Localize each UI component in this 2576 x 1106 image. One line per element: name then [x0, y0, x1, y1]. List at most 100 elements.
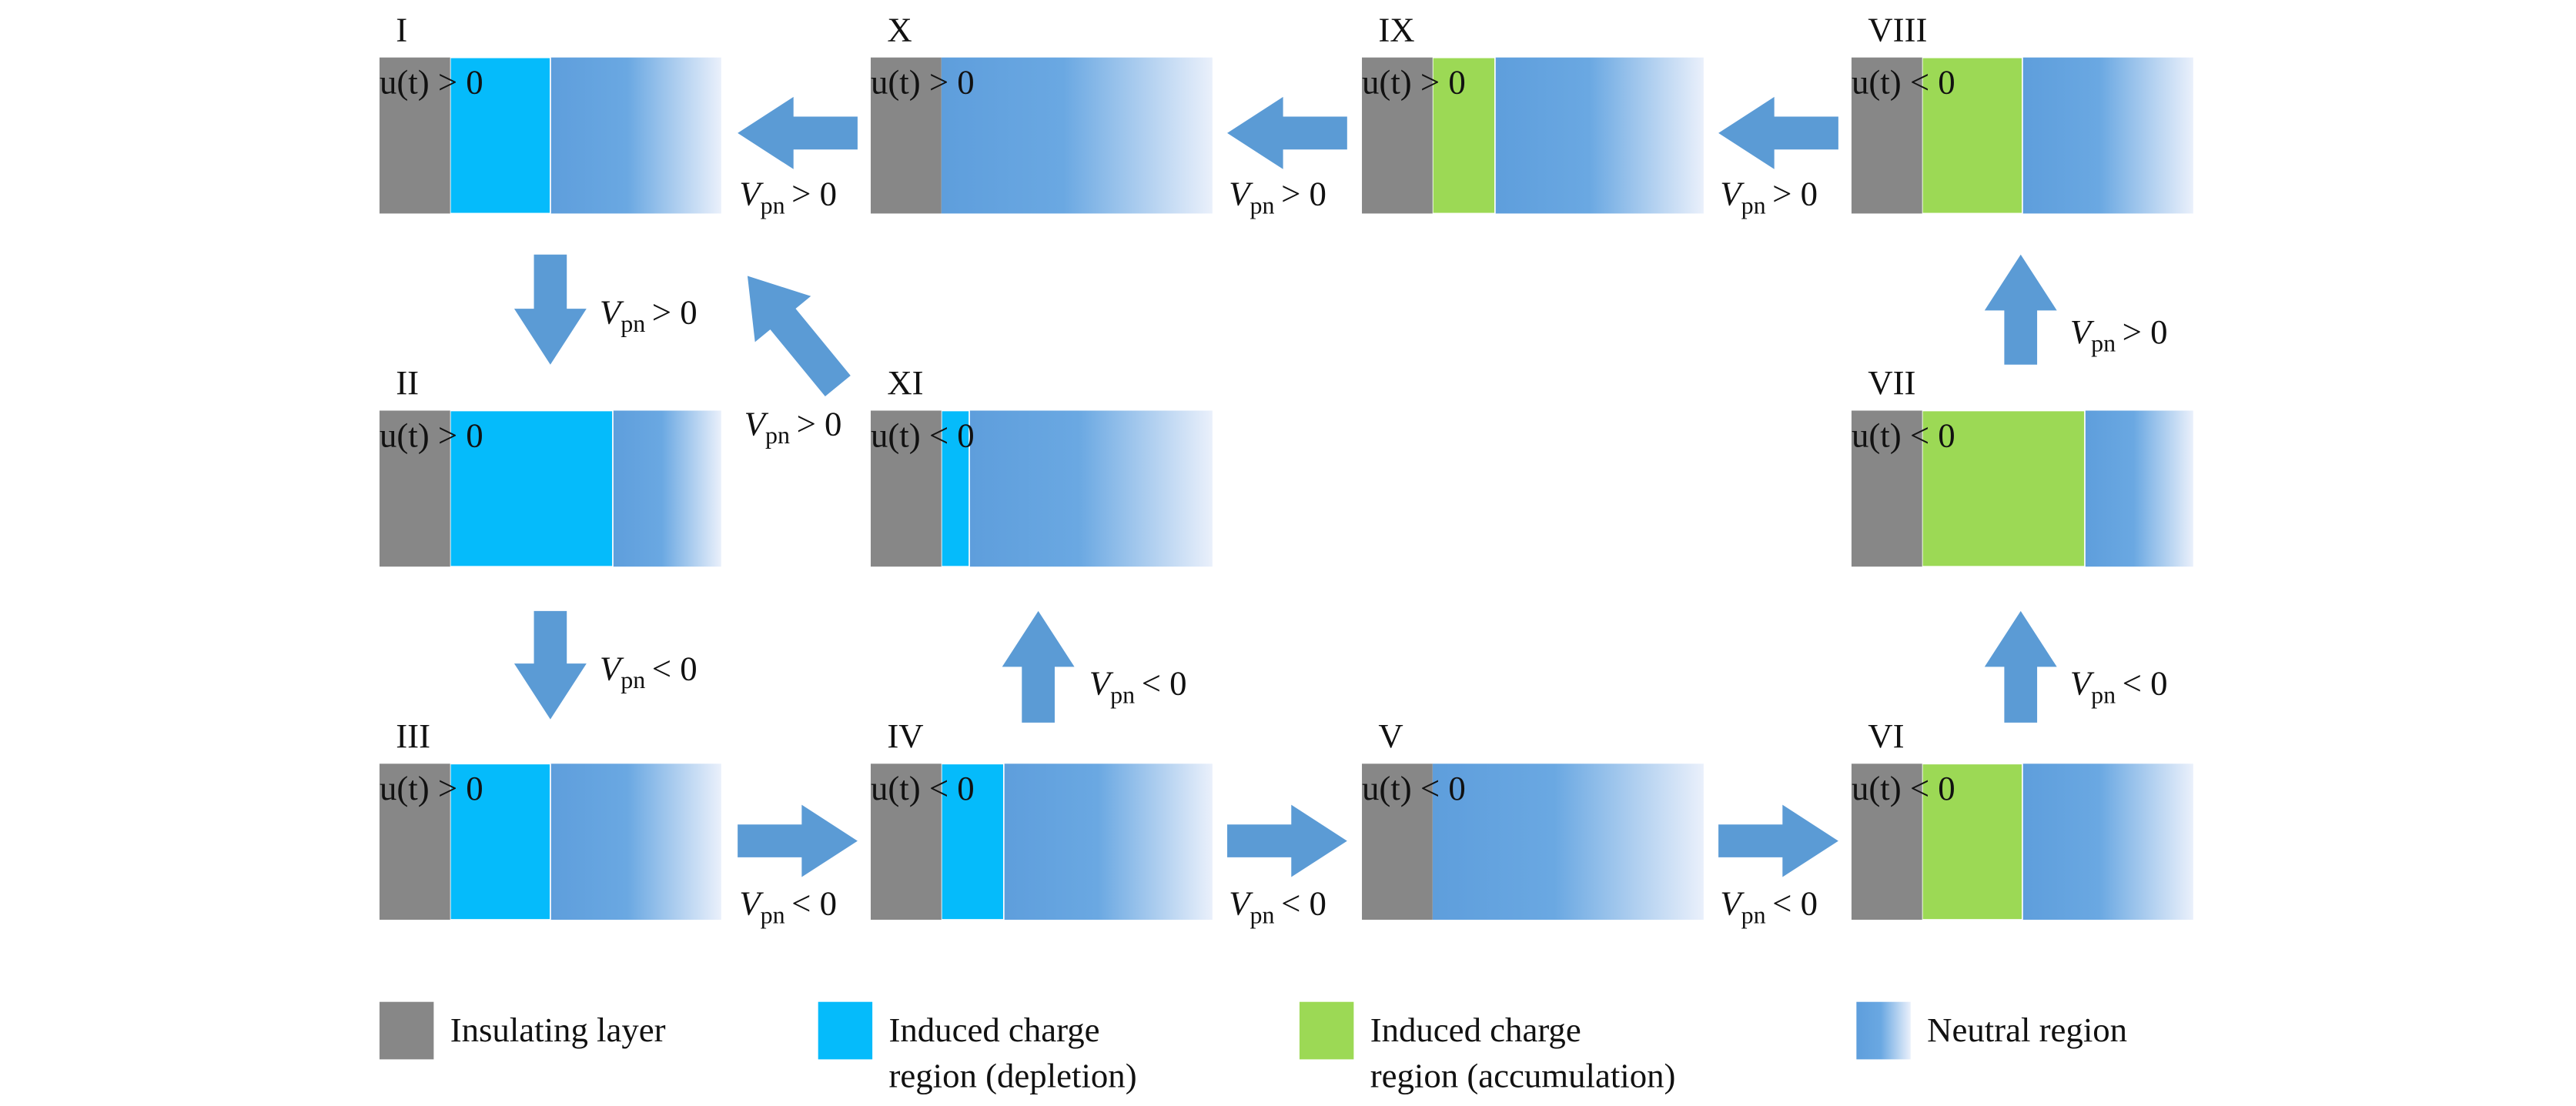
charge-region — [1921, 763, 2023, 921]
panel-label: I — [396, 10, 407, 48]
condition-label: u(t) < 0 — [1852, 416, 1955, 454]
legend-swatch — [818, 1001, 873, 1060]
panel-label: V — [1378, 717, 1403, 755]
charge-region — [449, 56, 551, 215]
panel-label: VIII — [1868, 10, 1927, 48]
condition-label: u(t) > 0 — [380, 769, 483, 807]
subscript: pn — [621, 666, 645, 693]
subscript: pn — [765, 421, 790, 449]
transition-arrow — [747, 276, 851, 397]
condition-label: u(t) > 0 — [1362, 63, 1466, 102]
insulating-layer — [870, 764, 942, 921]
transition-arrow — [1718, 96, 1838, 169]
relation: > 0 — [2123, 312, 2168, 351]
symbol: V — [1089, 664, 1114, 703]
insulating-layer — [870, 410, 942, 567]
insulating-layer — [1851, 410, 1922, 567]
voltage-label: Vpn < 0 — [2070, 664, 2168, 709]
charge-region — [1921, 409, 2086, 568]
voltage-label: Vpn > 0 — [1229, 175, 1326, 219]
relation: > 0 — [1772, 175, 1818, 213]
subscript: pn — [1250, 191, 1275, 219]
condition-label: u(t) > 0 — [871, 63, 975, 102]
condition-label: u(t) < 0 — [1852, 63, 1955, 102]
neutral-region — [2084, 410, 2193, 567]
neutral-region — [550, 764, 721, 921]
insulating-layer — [1851, 57, 1922, 214]
charge-region — [940, 763, 1005, 921]
charge-region — [1431, 56, 1496, 215]
panel-label: III — [396, 717, 430, 755]
relation: < 0 — [1772, 884, 1818, 923]
panel-label: XI — [887, 363, 923, 402]
transition-arrow — [514, 254, 587, 365]
relation: > 0 — [797, 404, 842, 443]
legend-swatch — [1856, 1001, 1911, 1060]
legend-text: Neutral region — [1927, 1011, 2127, 1049]
subscript: pn — [761, 901, 785, 928]
panel-label: II — [396, 363, 419, 402]
panel-label: VI — [1868, 717, 1904, 755]
panel-label: VII — [1868, 363, 1915, 402]
relation: > 0 — [791, 175, 837, 213]
symbol: V — [1720, 884, 1745, 923]
insulating-layer — [1851, 764, 1922, 921]
transition-arrow — [738, 804, 858, 877]
legend-swatch — [1299, 1001, 1354, 1060]
voltage-label: Vpn < 0 — [1229, 884, 1326, 929]
legend-swatch — [379, 1001, 434, 1060]
subscript: pn — [2091, 680, 2116, 708]
symbol: V — [2070, 664, 2095, 703]
panel-label: IX — [1378, 10, 1414, 48]
subscript: pn — [1741, 901, 1766, 928]
voltage-label: Vpn > 0 — [600, 292, 698, 337]
neutral-region — [1494, 57, 1704, 214]
condition-label: u(t) < 0 — [1852, 769, 1955, 807]
symbol: V — [739, 175, 764, 213]
symbol: V — [1720, 175, 1745, 213]
charge-region — [449, 763, 551, 921]
neutral-region — [2022, 764, 2193, 921]
relation: < 0 — [652, 649, 698, 687]
insulating-layer — [1362, 764, 1433, 921]
voltage-label: Vpn > 0 — [739, 175, 837, 219]
transition-arrow — [514, 610, 587, 720]
transition-arrow — [1984, 254, 2057, 365]
subscript: pn — [1110, 680, 1135, 708]
insulating-layer — [870, 57, 942, 214]
symbol: V — [739, 884, 764, 923]
insulating-layer — [379, 57, 450, 214]
symbol: V — [744, 404, 769, 443]
neutral-region — [612, 410, 721, 567]
transition-arrow — [1227, 804, 1347, 877]
legend-text: Induced charge — [888, 1011, 1099, 1049]
transition-arrow — [1718, 804, 1838, 877]
panel-label: X — [887, 10, 912, 48]
neutral-region — [2022, 57, 2193, 214]
relation: < 0 — [1142, 664, 1187, 703]
neutral-region — [1432, 764, 1704, 921]
neutral-region — [941, 57, 1213, 214]
insulating-layer — [379, 410, 450, 567]
legend-text: Insulating layer — [450, 1011, 666, 1049]
legend-text: Induced charge — [1370, 1011, 1581, 1049]
relation: < 0 — [1281, 884, 1326, 923]
relation: > 0 — [1281, 175, 1326, 213]
relation: < 0 — [791, 884, 837, 923]
voltage-label: Vpn < 0 — [1720, 884, 1818, 929]
voltage-label: Vpn > 0 — [1720, 175, 1818, 219]
symbol: V — [1229, 175, 1253, 213]
charge-region — [940, 409, 970, 568]
transition-arrow — [1227, 96, 1347, 169]
subscript: pn — [1741, 191, 1766, 219]
transition-arrow — [738, 96, 858, 169]
neutral-region — [1003, 764, 1213, 921]
condition-label: u(t) > 0 — [380, 416, 483, 454]
transition-arrow — [1984, 610, 2057, 723]
neutral-region — [969, 410, 1213, 567]
neutral-region — [550, 57, 721, 214]
symbol: V — [600, 649, 624, 687]
voltage-label: Vpn < 0 — [739, 884, 837, 929]
symbol: V — [2070, 312, 2095, 351]
symbol: V — [600, 292, 624, 331]
